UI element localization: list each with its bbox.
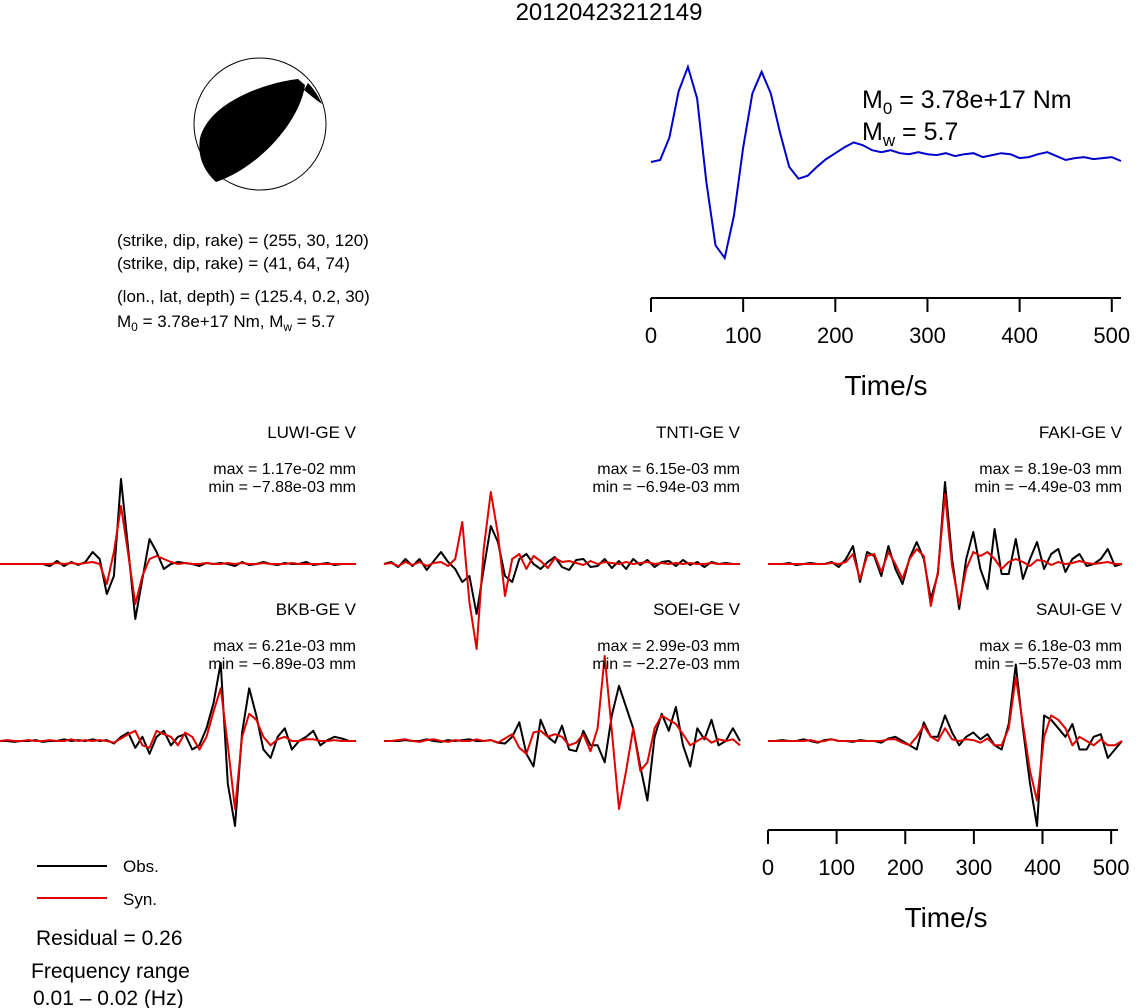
frequency-range-label: Frequency range [31, 960, 190, 983]
wave-tick-label: 500 [1093, 855, 1130, 880]
beach-ball [193, 57, 327, 191]
wave-tick-label: 100 [818, 855, 855, 880]
figure-title: 20120423212149 [516, 0, 703, 26]
stf-m0-main: M [862, 86, 883, 114]
station-label: SAUI-GE V [1036, 600, 1123, 619]
stf-mw-main: M [862, 118, 883, 146]
synthetic-waveform [384, 655, 741, 810]
station-min: min = −5.57e-03 mm [974, 656, 1122, 673]
station-label: SOEI-GE V [653, 600, 741, 619]
waveform-x-axis: 0 100 200 300 400 500 Time/s [762, 829, 1130, 933]
mechanism-info: (strike, dip, rake) = (255, 30, 120) (st… [117, 231, 370, 334]
observed-waveform [383, 525, 740, 615]
wave-axis-title: Time/s [905, 902, 988, 933]
stf-series-line [650, 63, 1122, 261]
station-min: min = −6.89e-03 mm [208, 656, 356, 673]
legend: Obs. Syn. [37, 857, 159, 909]
station-max: max = 6.18e-03 mm [979, 638, 1122, 655]
observed-waveform [384, 684, 741, 802]
stf-mw-sub: w [882, 131, 896, 150]
wave-tick-label: 200 [887, 855, 924, 880]
stf-tick-label: 0 [645, 323, 657, 348]
moment-value: = 3.78e+17 Nm, M [138, 312, 284, 331]
stf-m0-sub: 0 [883, 99, 892, 118]
stf-tick-label: 400 [1001, 323, 1038, 348]
station-max: max = 6.15e-03 mm [597, 461, 740, 478]
nodal-plane-2: (strike, dip, rake) = (41, 64, 74) [117, 254, 350, 273]
stf-m0-value: = 3.78e+17 Nm [892, 86, 1071, 114]
stf-m0-label: M0 = 3.78e+17 Nm [862, 86, 1072, 118]
station-max: max = 1.17e-02 mm [213, 461, 356, 478]
stf-plot: M0 = 3.78e+17 Nm Mw = 5.7 0 100 200 300 400 5… [645, 63, 1130, 401]
station-max: max = 2.99e-03 mm [597, 638, 740, 655]
station-min: min = −7.88e-03 mm [208, 479, 356, 496]
residual-label: Residual = 0.26 [36, 927, 183, 950]
stf-tick-label: 100 [725, 323, 762, 348]
moment-sub: 0 [131, 320, 138, 334]
synthetic-waveform [768, 493, 1122, 607]
station-min: min = −6.94e-03 mm [592, 479, 740, 496]
observed-waveform [768, 663, 1123, 827]
stf-mw-label: Mw = 5.7 [862, 118, 958, 150]
station-min: min = −2.27e-03 mm [592, 656, 740, 673]
legend-obs-label: Obs. [123, 857, 159, 876]
moment-summary: M0 = 3.78e+17 Nm, Mw = 5.7 [117, 312, 335, 334]
synthetic-waveform [0, 687, 356, 810]
wave-tick-label: 300 [956, 855, 993, 880]
beach-ball-compressional-sliver [304, 83, 322, 104]
observed-waveform [0, 478, 356, 620]
stf-mw-value: = 5.7 [895, 118, 958, 146]
stf-tick-label: 200 [817, 323, 854, 348]
station-label: BKB-GE V [276, 600, 357, 619]
synthetic-waveform [0, 505, 356, 605]
station-max: max = 8.19e-03 mm [979, 461, 1122, 478]
mw-sub: w [282, 320, 292, 334]
synthetic-waveform [383, 491, 740, 650]
stf-axis-title: Time/s [845, 370, 928, 401]
stf-tick-label: 300 [909, 323, 946, 348]
wave-tick-label: 400 [1024, 855, 1061, 880]
moment-prefix: M [117, 312, 131, 331]
nodal-plane-1: (strike, dip, rake) = (255, 30, 120) [117, 231, 369, 250]
wave-tick-label: 0 [762, 855, 774, 880]
station-label: TNTI-GE V [656, 423, 741, 442]
station-label: LUWI-GE V [267, 423, 356, 442]
station-min: min = −4.49e-03 mm [974, 479, 1122, 496]
station-label: FAKI-GE V [1039, 423, 1123, 442]
event-location: (lon., lat, depth) = (125.4, 0.2, 30) [117, 287, 370, 306]
stf-x-axis: 0 100 200 300 400 500 Time/s [645, 297, 1130, 401]
beach-ball-compressional-quadrant [199, 79, 305, 182]
frequency-range-value: 0.01 – 0.02 (Hz) [33, 987, 184, 1008]
stf-tick-label: 500 [1093, 323, 1130, 348]
synthetic-waveform [768, 676, 1123, 802]
legend-syn-label: Syn. [123, 890, 157, 909]
mw-value: = 5.7 [292, 312, 335, 331]
station-max: max = 6.21e-03 mm [213, 638, 356, 655]
